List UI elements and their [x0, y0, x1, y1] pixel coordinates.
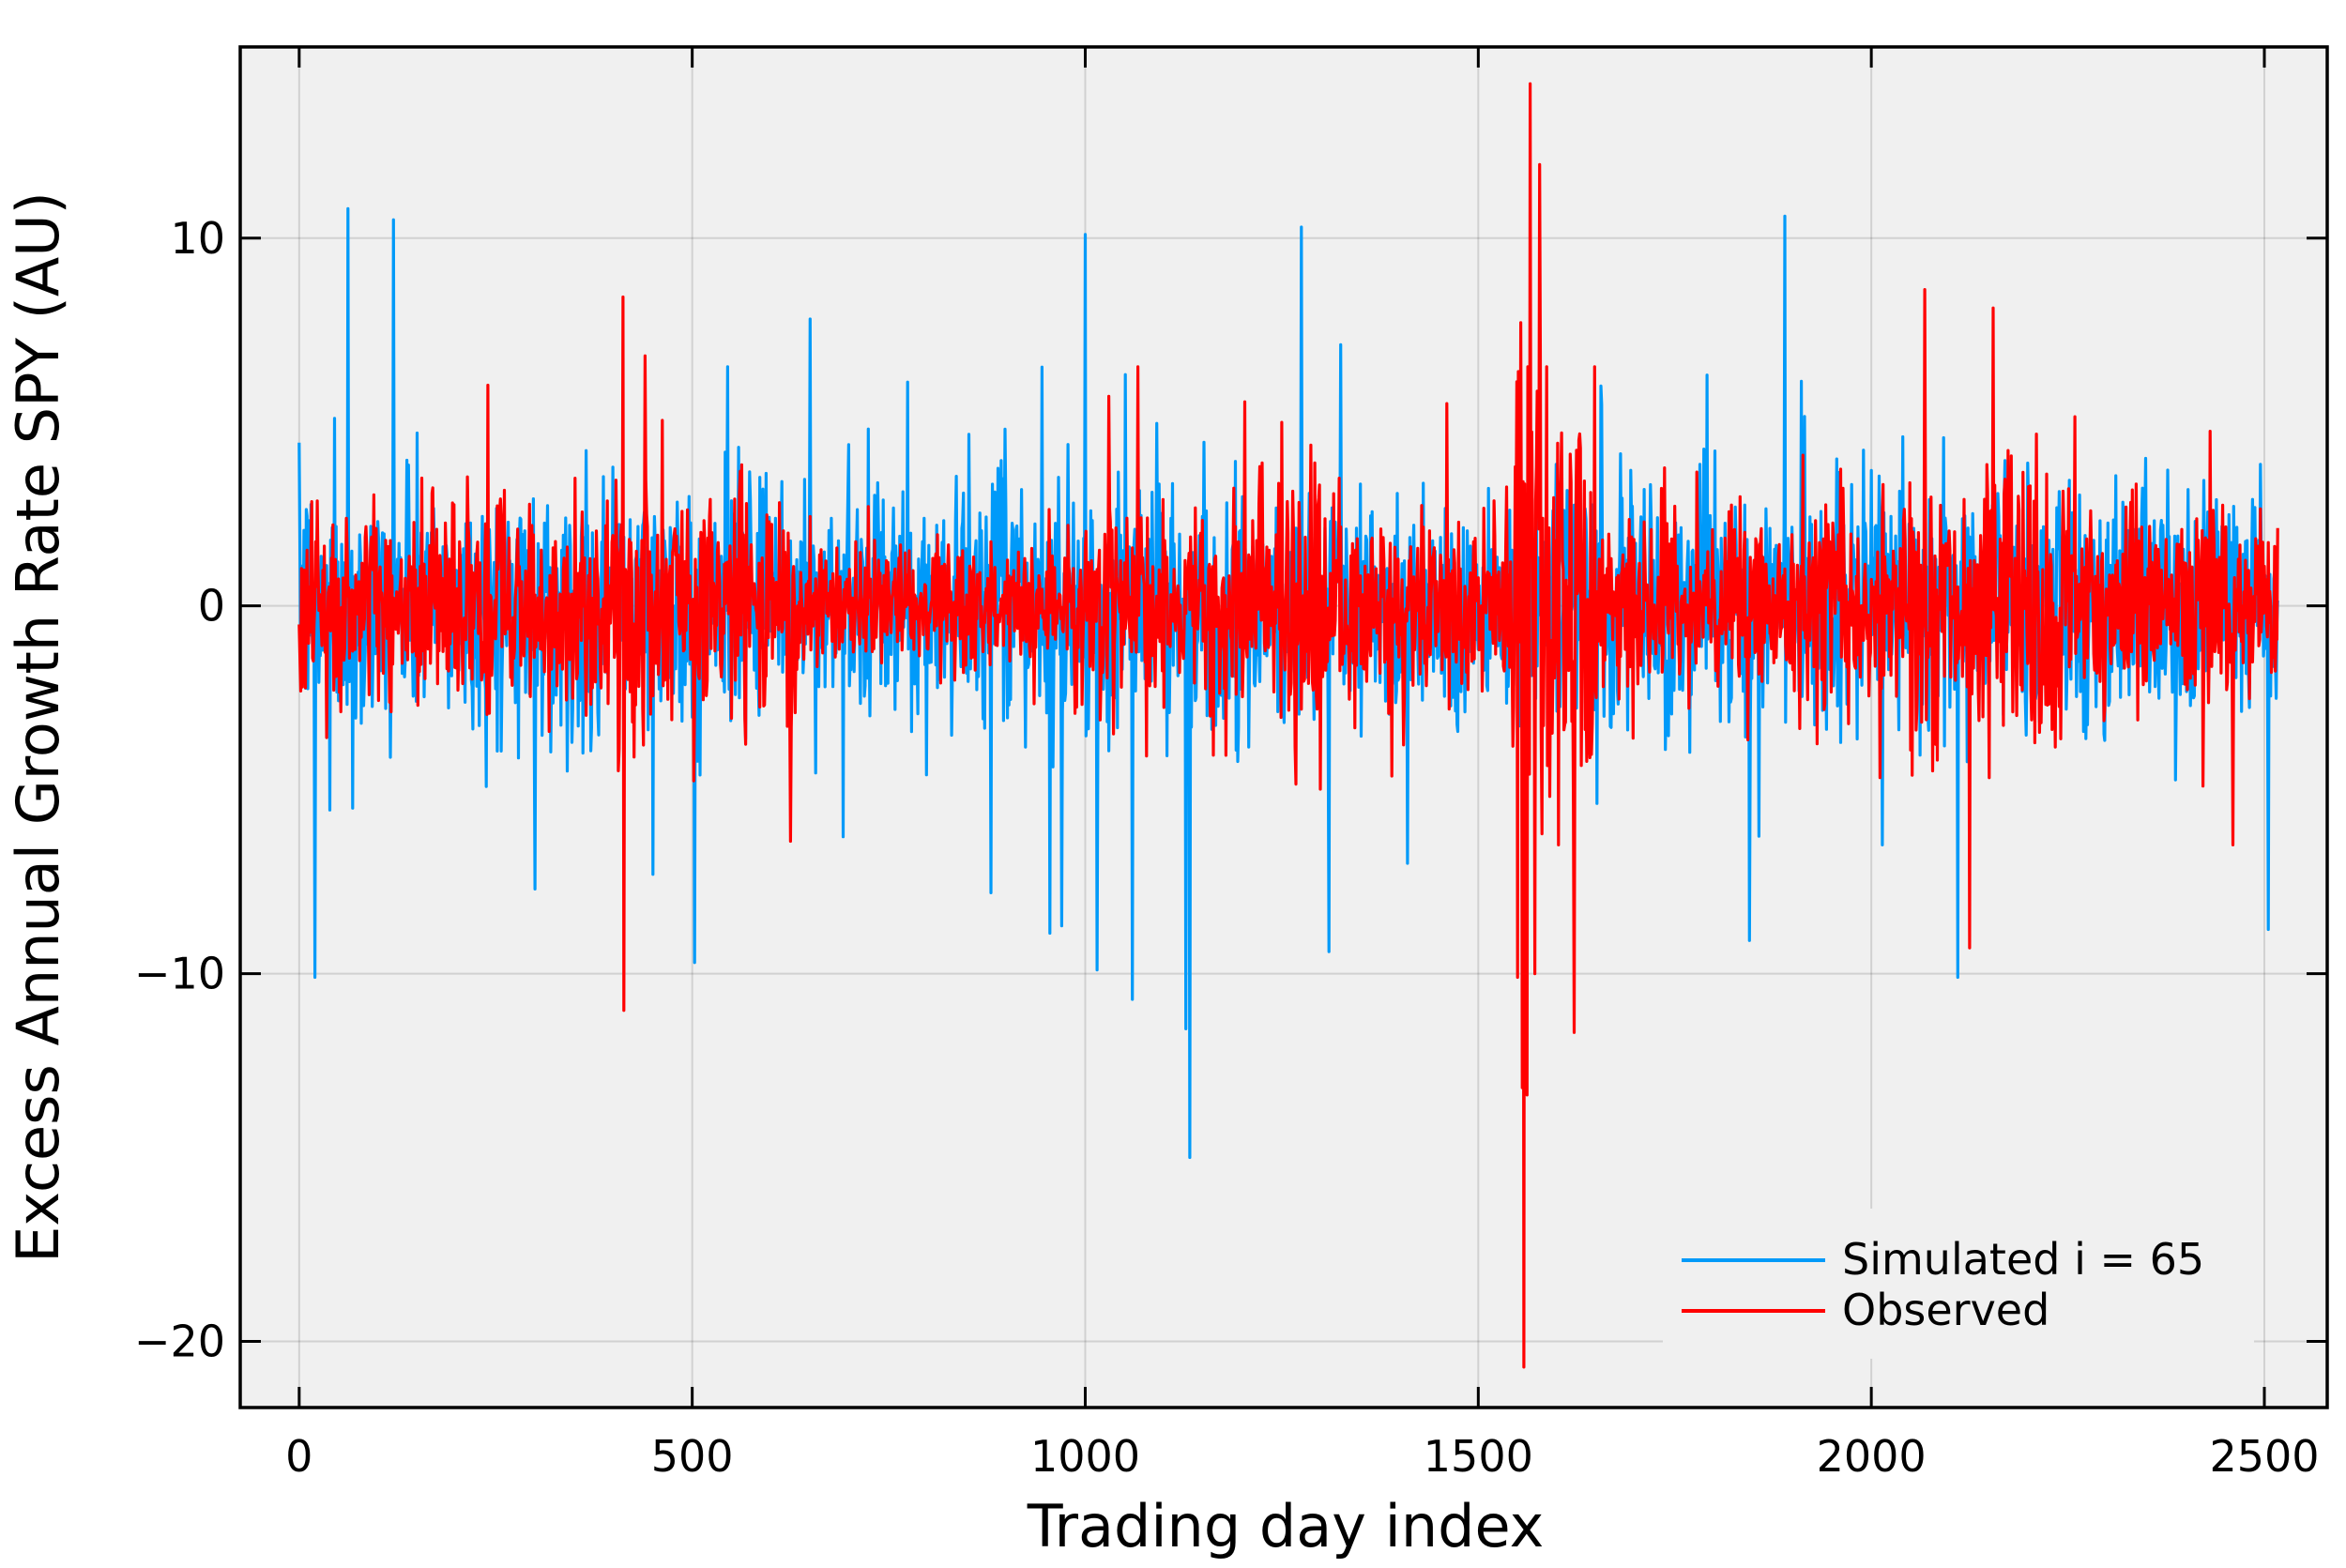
y-tick-label: −20 [134, 1316, 225, 1366]
series-layer [297, 82, 2279, 1369]
x-tick-label: 500 [651, 1431, 734, 1482]
x-tick-label: 0 [285, 1431, 312, 1482]
x-tick-label: 2500 [2209, 1431, 2319, 1482]
legend-label-simulated: Simulated i = 65 [1842, 1234, 2204, 1285]
legend-box [1663, 1209, 2254, 1359]
y-axis-label: Excess Annual Growth Rate SPY (AU) [4, 191, 72, 1263]
y-tick-label: 0 [198, 581, 225, 632]
legend-label-observed: Observed [1842, 1285, 2049, 1335]
x-tick-label: 1500 [1424, 1431, 1533, 1482]
ticks: 0 500 1000 1500 2000 2500 −20 −10 0 10 [134, 47, 2327, 1482]
x-tick-label: 1000 [1030, 1431, 1140, 1482]
plot-frame [238, 45, 2329, 1409]
x-tick-label: 2000 [1817, 1431, 1927, 1482]
plot-background [240, 47, 2327, 1408]
y-tick-label: 10 [170, 213, 225, 264]
y-tick-label: −10 [134, 949, 225, 999]
x-axis-label: Trading day index [1027, 1492, 1545, 1560]
legend: Simulated i = 65 Observed [1663, 1209, 2254, 1359]
series-line-observed [297, 82, 2279, 1369]
